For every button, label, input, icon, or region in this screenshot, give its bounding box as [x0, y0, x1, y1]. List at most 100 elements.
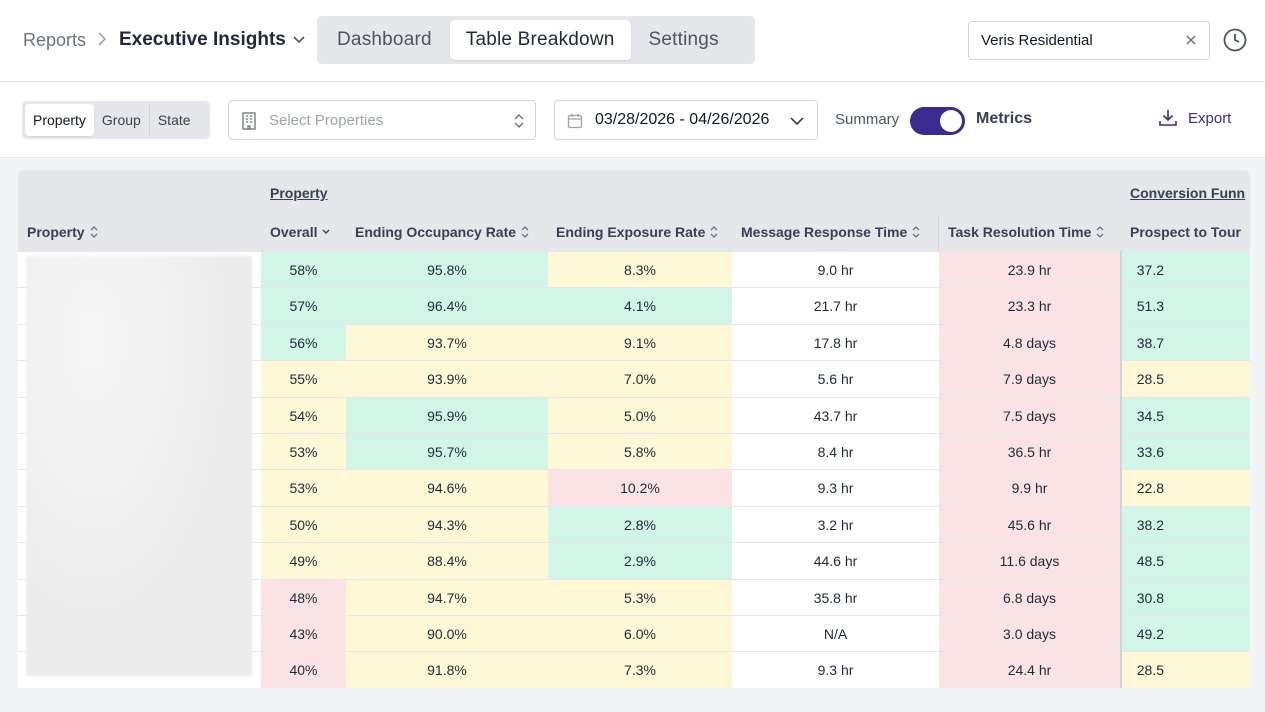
report-selector[interactable]: Executive Insights [119, 29, 306, 51]
column-header-ending-occupancy-rate[interactable]: Ending Occupancy Rate [355, 224, 530, 240]
clear-icon[interactable] [1183, 32, 1199, 48]
chevron-right-icon [96, 31, 108, 52]
cell-occupancy: 91.8% [346, 652, 548, 688]
cell-prospect: 38.7 [1122, 324, 1250, 361]
cell-task: 3.0 days [939, 616, 1120, 652]
column-header-label: Ending Occupancy Rate [355, 224, 517, 240]
history-clock-icon[interactable] [1222, 27, 1248, 53]
cell-occupancy: 94.6% [346, 470, 548, 507]
table-row[interactable]: 53% 94.6% 10.2% 9.3 hr 9.9 hr 22.8 [18, 469, 1250, 507]
cell-task: 6.8 days [939, 579, 1120, 616]
property-select-placeholder: Select Properties [269, 112, 384, 129]
cell-prospect: 38.2 [1122, 506, 1250, 543]
cell-task: 7.5 days [939, 397, 1120, 434]
breakdown-table: Property Conversion Funn Property Overal… [18, 170, 1250, 688]
sort-desc-icon [322, 229, 330, 234]
cell-message: 8.4 hr [732, 434, 939, 470]
metrics-label: Metrics [976, 110, 1033, 127]
cell-task: 36.5 hr [939, 434, 1120, 470]
sort-icon [1096, 226, 1104, 238]
cell-message: 35.8 hr [732, 579, 939, 616]
cell-overall: 56% [261, 324, 346, 361]
tab-table-breakdown[interactable]: Table Breakdown [449, 20, 631, 60]
search-input[interactable] [969, 22, 1179, 59]
column-header-label: Prospect to Tour [1130, 224, 1241, 240]
export-button[interactable]: Export [1158, 109, 1231, 127]
group-header-conversion-funnel[interactable]: Conversion Funn [1130, 185, 1246, 201]
cell-exposure: 2.8% [548, 506, 732, 543]
segment-group[interactable]: Group [94, 104, 150, 136]
download-icon [1159, 110, 1177, 126]
redacted-property-names [26, 256, 252, 676]
column-header-prospect-to-tour[interactable]: Prospect to Tour [1130, 224, 1241, 240]
cell-overall: 57% [261, 288, 346, 325]
cell-message: 3.2 hr [732, 506, 939, 543]
cell-overall: 54% [261, 397, 346, 434]
cell-message: 21.7 hr [732, 288, 939, 325]
calendar-icon [567, 114, 583, 129]
column-divider [938, 216, 939, 251]
segment-state[interactable]: State [157, 112, 191, 128]
cell-occupancy: 93.7% [346, 324, 548, 361]
sort-icon [912, 226, 920, 238]
toggle-knob [940, 110, 962, 132]
cell-occupancy: 96.4% [346, 288, 548, 325]
summary-label: Summary [835, 111, 900, 128]
cell-prospect: 51.3 [1122, 288, 1250, 325]
cell-overall: 50% [261, 506, 346, 543]
cell-task: 4.8 days [939, 324, 1120, 361]
column-header-ending-exposure-rate[interactable]: Ending Exposure Rate [556, 224, 719, 240]
date-range-value: 03/28/2026 - 04/26/2026 [595, 111, 770, 128]
sort-icon [710, 226, 718, 238]
filter-bar: Property Group State Select Properties 0… [0, 82, 1265, 158]
cell-message: 9.3 hr [732, 470, 939, 507]
chevron-down-icon [790, 117, 804, 126]
cell-overall: 49% [261, 543, 346, 580]
cell-prospect: 33.6 [1122, 434, 1250, 470]
cell-overall: 43% [261, 616, 346, 652]
cell-overall: 53% [261, 470, 346, 507]
breadcrumb-current: Executive Insights [119, 29, 286, 50]
cell-overall: 53% [261, 434, 346, 470]
cell-prospect: 22.8 [1122, 470, 1250, 507]
column-header-task-resolution-time[interactable]: Task Resolution Time [948, 224, 1105, 240]
cell-prospect: 28.5 [1122, 361, 1250, 398]
cell-overall: 55% [261, 361, 346, 398]
summary-metrics-toggle[interactable] [910, 107, 965, 135]
column-header-property[interactable]: Property [27, 224, 99, 240]
cell-exposure: 5.3% [548, 579, 732, 616]
column-header-overall[interactable]: Overall [270, 224, 331, 240]
cell-exposure: 6.0% [548, 616, 732, 652]
cell-prospect: 48.5 [1122, 543, 1250, 580]
column-header-message-response-time[interactable]: Message Response Time [741, 224, 921, 240]
breadcrumb-reports[interactable]: Reports [23, 30, 87, 50]
tab-dashboard[interactable]: Dashboard [337, 29, 432, 50]
segment-property[interactable]: Property [25, 104, 94, 136]
cell-exposure: 4.1% [548, 288, 732, 325]
cell-prospect: 30.8 [1122, 579, 1250, 616]
group-header-property[interactable]: Property [270, 185, 328, 201]
cell-exposure: 8.3% [548, 252, 732, 288]
column-header-label: Overall [270, 224, 318, 240]
cell-overall: 48% [261, 579, 346, 616]
search-box [968, 21, 1210, 60]
cell-prospect: 37.2 [1122, 252, 1250, 288]
cell-task: 11.6 days [939, 543, 1120, 580]
top-bar: Reports Executive Insights Dashboard Tab… [0, 0, 1265, 82]
chevron-down-icon [293, 36, 305, 44]
cell-prospect: 34.5 [1122, 397, 1250, 434]
column-header-label: Task Resolution Time [948, 224, 1092, 240]
cell-prospect: 49.2 [1122, 616, 1250, 652]
cell-task: 24.4 hr [939, 652, 1120, 688]
cell-occupancy: 93.9% [346, 361, 548, 398]
property-select[interactable]: Select Properties [228, 100, 536, 140]
cell-message: 17.8 hr [732, 324, 939, 361]
cell-task: 45.6 hr [939, 506, 1120, 543]
cell-task: 9.9 hr [939, 470, 1120, 507]
cell-occupancy: 90.0% [346, 616, 548, 652]
cell-exposure: 10.2% [548, 470, 732, 507]
cell-overall: 40% [261, 652, 346, 688]
column-header-label: Ending Exposure Rate [556, 224, 706, 240]
tab-settings[interactable]: Settings [648, 29, 719, 50]
date-range-picker[interactable]: 03/28/2026 - 04/26/2026 [554, 100, 818, 140]
